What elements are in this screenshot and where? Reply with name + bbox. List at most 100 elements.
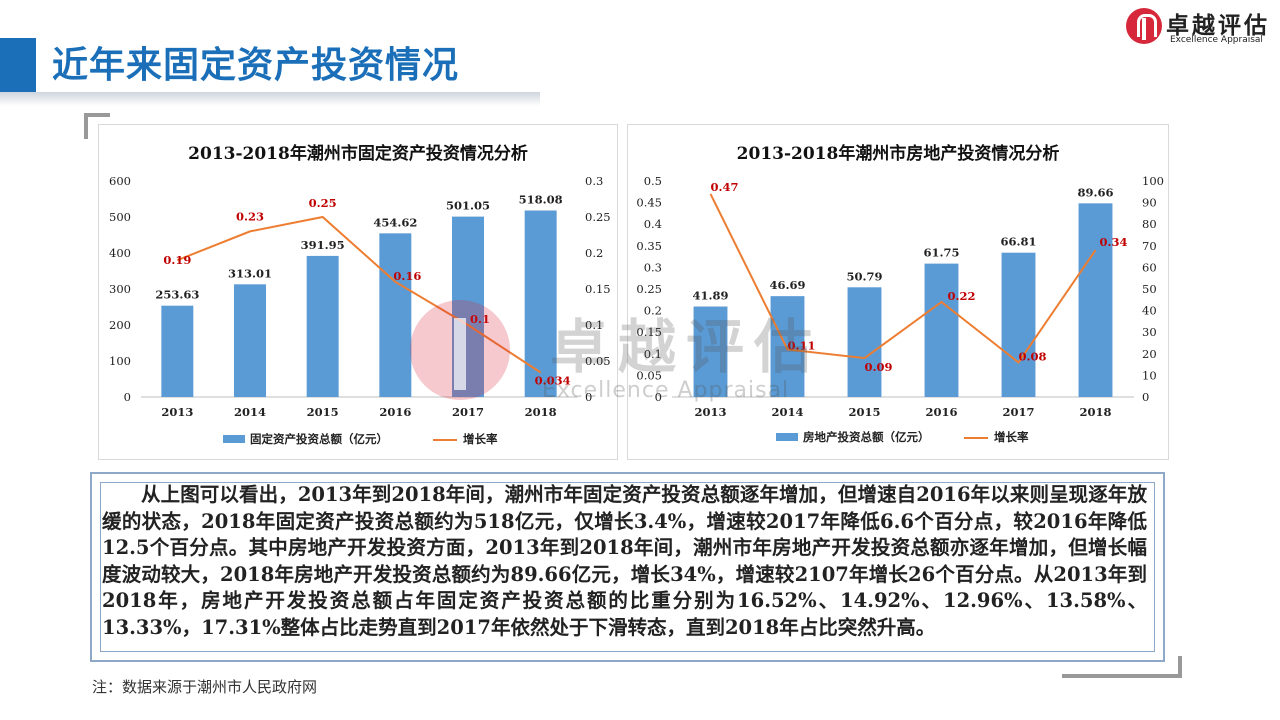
bar-data-label: 41.89 [692,289,728,303]
line-data-label: 0.09 [864,360,892,374]
corner-bracket-top-left [84,113,110,139]
left-axis-tick-label: 0.35 [636,239,662,253]
legend-label: 房地产投资总额（亿元） [803,430,930,444]
left-axis-tick-label: 100 [109,354,131,368]
legend-swatch-bar [776,433,798,441]
bar-data-label: 454.62 [373,215,417,229]
summary-box: 从上图可以看出，2013年到2018年间，潮州市年固定资产投资总额逐年增加，但增… [90,472,1165,662]
left-axis-tick-label: 0.05 [636,368,662,382]
right-axis-tick-label: 0.3 [585,174,603,188]
summary-box-inner-border [100,482,1155,652]
bar-data-label: 518.08 [519,192,563,206]
bar-data-label: 61.75 [923,246,959,260]
right-axis-tick-label: 70 [1142,239,1157,253]
right-axis-tick-label: 40 [1142,304,1157,318]
left-axis-tick-label: 500 [109,210,131,224]
x-axis-tick-label: 2018 [1079,405,1111,419]
summary-text: 从上图可以看出，2013年到2018年间，潮州市年固定资产投资总额逐年增加，但增… [102,483,1147,639]
line-data-label: 0.22 [947,289,975,303]
left-axis-tick-label: 600 [109,174,131,188]
chart-title: 2013-2018年潮州市房地产投资情况分析 [736,144,1060,164]
page-title: 近年来固定资产投资情况 [52,45,460,86]
bar [379,233,412,397]
x-axis-tick-label: 2017 [452,405,484,419]
left-axis-tick-label: 0.3 [644,260,662,274]
bar-data-label: 253.63 [155,288,199,302]
x-axis-tick-label: 2016 [379,405,411,419]
left-axis-tick-label: 0.4 [644,217,662,231]
bar-data-label: 66.81 [1000,235,1036,249]
right-axis-tick-label: 0.05 [585,354,611,368]
x-axis-tick-label: 2013 [161,405,193,419]
growth-rate-line [709,193,1097,364]
right-axis-tick-label: 0.2 [585,246,603,260]
bar-data-label: 50.79 [846,269,882,283]
bar [161,305,194,397]
line-data-label: 0.19 [163,253,191,267]
left-axis-tick-label: 0.1 [644,347,662,361]
bar [524,210,557,397]
bar-data-label: 46.69 [769,278,805,292]
right-axis-tick-label: 30 [1142,325,1157,339]
left-axis-tick-label: 0 [655,390,662,404]
company-logo: 卓越评估 Excellence Appraisal [1126,6,1276,46]
bar [693,306,728,397]
right-axis-tick-label: 90 [1142,196,1157,210]
corner-bracket-bottom-right [1062,656,1182,678]
chart-plot: 0 100 200 300 400 500 600 0 0.05 0.1 0.15 0.2 0.25 0.… [109,174,611,446]
left-axis-tick-label: 0.5 [644,174,662,188]
line-data-label: 0.16 [393,269,421,283]
x-axis-tick-label: 2013 [694,405,726,419]
left-axis-tick-label: 0.2 [644,304,662,318]
bar [452,216,484,397]
bar [1001,252,1036,397]
bar [1078,203,1113,397]
growth-rate-line [176,215,542,374]
line-data-label: 0.034 [535,374,571,388]
logo-text-en: Excellence Appraisal [1170,35,1263,45]
x-axis-tick-label: 2015 [307,405,339,419]
bar [770,296,805,397]
left-axis-tick-label: 0.15 [636,325,662,339]
right-axis-tick-label: 0 [1142,390,1149,404]
legend-label: 增长率 [463,432,498,446]
left-axis-tick-label: 0.45 [636,196,662,210]
logo-icon [1126,8,1162,44]
bar [234,284,266,397]
bar [847,287,882,397]
left-axis-tick-label: 300 [109,282,131,296]
bar-data-label: 501.05 [446,199,490,213]
fixed-asset-investment-chart: 2013-2018年潮州市固定资产投资情况分析 0 100 200 300 400 500… [98,124,618,460]
line-data-label: 0.25 [309,196,337,210]
legend-swatch-bar [223,435,245,443]
left-axis-tick-label: 200 [109,318,131,332]
x-axis-tick-label: 2017 [1002,405,1034,419]
right-axis-tick-label: 10 [1142,368,1157,382]
title-accent-bar [0,38,36,96]
line-data-label: 0.1 [470,312,490,326]
left-axis-tick-label: 400 [109,246,131,260]
line-data-label: 0.34 [1099,235,1127,249]
real-estate-investment-chart: 2013-2018年潮州市房地产投资情况分析 0 0.05 0.1 0.15 0.2 0.… [627,124,1169,460]
line-data-label: 0.23 [236,209,264,223]
x-axis-tick-label: 2014 [771,405,803,419]
right-axis-tick-label: 20 [1142,347,1157,361]
legend-label: 增长率 [994,430,1029,444]
x-axis-tick-label: 2015 [848,405,880,419]
left-axis-tick-label: 0 [124,390,131,404]
x-axis-tick-label: 2014 [234,405,266,419]
right-axis-tick-label: 0.15 [585,282,611,296]
bar-data-label: 391.95 [301,238,345,252]
right-axis-tick-label: 0 [585,390,592,404]
title-underline [0,92,540,106]
right-axis-tick-label: 100 [1142,174,1164,188]
chart-plot: 0 0.05 0.1 0.15 0.2 0.25 0.3 0.35 0.4 0.45 0.5 0 10 2… [636,174,1164,444]
legend-label: 固定资产投资总额（亿元） [250,432,388,446]
right-axis-tick-label: 80 [1142,217,1157,231]
bar-data-label: 89.66 [1077,185,1113,199]
x-axis-tick-label: 2018 [525,405,557,419]
right-axis-tick-label: 0.25 [585,210,611,224]
footnote: 注：数据来源于潮州市人民政府网 [92,678,318,696]
x-axis-tick-label: 2016 [925,405,957,419]
line-data-label: 0.11 [787,338,815,352]
